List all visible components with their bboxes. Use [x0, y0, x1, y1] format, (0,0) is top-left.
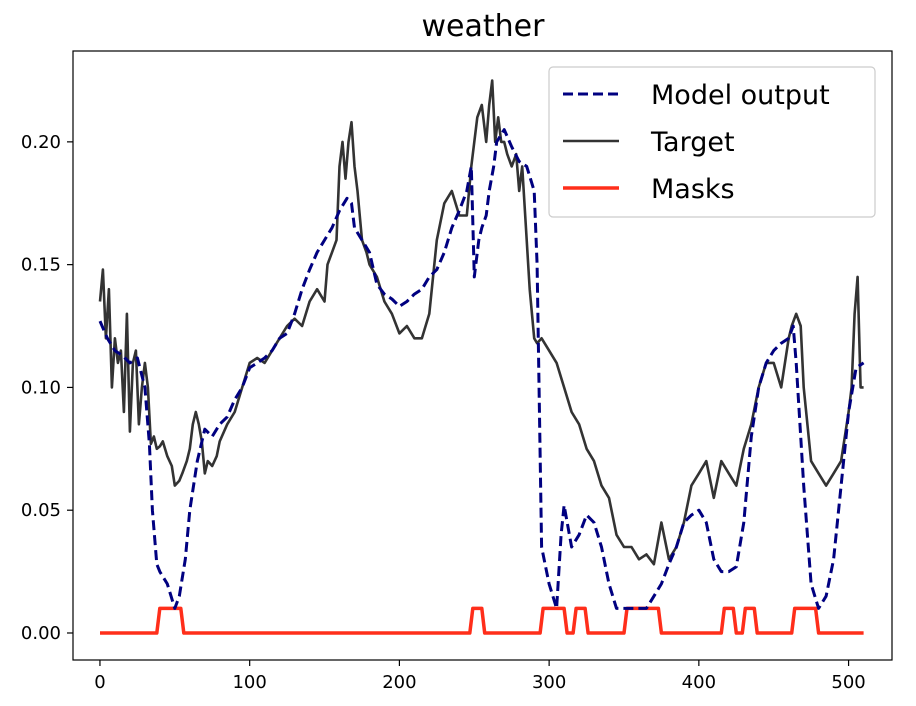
x-tick-label: 200 [382, 672, 416, 693]
plot-frame [72, 50, 893, 661]
x-tick-label: 0 [94, 672, 105, 693]
series-line-model-output [98, 128, 865, 610]
legend-box [548, 66, 876, 218]
series-line-target [98, 79, 864, 566]
plot-area [98, 79, 865, 635]
x-tick-label: 400 [682, 672, 716, 693]
x-tick-label: 100 [232, 672, 266, 693]
legend: Model output Target Masks [548, 66, 876, 218]
x-tick-label: 300 [532, 672, 566, 693]
y-tick-label: 0.20 [21, 132, 61, 153]
legend-label: Model output [651, 80, 830, 111]
y-tick-label: 0.10 [21, 377, 61, 398]
y-tick-label: 0.00 [21, 623, 61, 644]
y-tick-label: 0.05 [21, 500, 61, 521]
axes: 0 100 200 300 400 500 0.00 0.05 0.10 0.15 0.20 [21, 50, 893, 693]
y-tick-label: 0.15 [21, 255, 61, 276]
chart-title: weather [422, 9, 546, 44]
legend-label: Masks [651, 174, 735, 205]
x-tick-label: 500 [831, 672, 865, 693]
legend-label: Target [650, 127, 735, 158]
series-line-masks [100, 606, 864, 635]
